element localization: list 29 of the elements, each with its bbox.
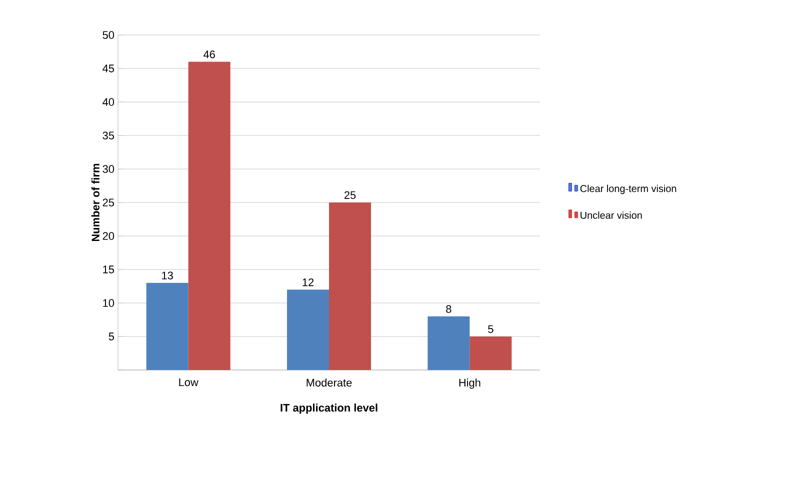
bar: [287, 290, 330, 370]
y-tick-label: 10: [103, 299, 114, 307]
x-tick-label: Moderate: [306, 378, 352, 387]
y-tick-label: 5: [108, 332, 114, 340]
y-tick-label: 15: [103, 266, 114, 274]
data-label: 46: [203, 50, 215, 58]
bar: [188, 62, 230, 370]
x-axis-title: IT application level: [280, 404, 378, 414]
bar: [329, 202, 372, 370]
data-label: 13: [162, 272, 173, 280]
data-label: 5: [488, 325, 494, 333]
y-tick-label: 25: [102, 198, 114, 206]
legend-label: Unclear vision: [580, 211, 642, 219]
bar: [470, 336, 512, 370]
legend-label: Clear long-term vision: [580, 184, 676, 194]
y-tick-label: 40: [102, 98, 114, 106]
x-tick-label: High: [459, 378, 480, 389]
bar: [146, 282, 188, 370]
data-label: 12: [302, 278, 314, 286]
bar: [428, 316, 470, 370]
y-tick-label: 35: [102, 132, 114, 140]
data-label: 25: [344, 191, 356, 199]
y-tick-label: 50: [102, 31, 114, 39]
y-tick-label: 45: [102, 64, 114, 72]
y-tick-label: 20: [102, 232, 114, 240]
y-axis-title: Number of firm: [91, 164, 100, 242]
data-label: 8: [446, 305, 452, 313]
x-tick-label: Low: [179, 378, 198, 386]
y-tick-label: 30: [102, 165, 114, 173]
